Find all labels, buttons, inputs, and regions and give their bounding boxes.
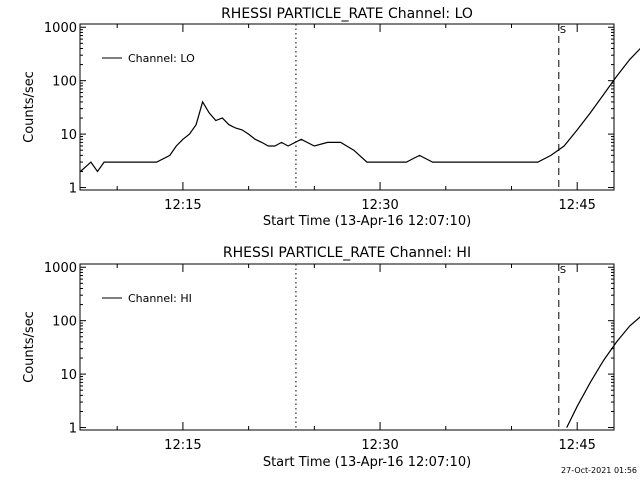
plot-frame [79, 23, 615, 191]
x-tick-label: 12:30 [361, 198, 398, 213]
legend-label: Channel: HI [128, 292, 192, 305]
series-line [566, 316, 640, 428]
chart-panel-hi: RHESSI PARTICLE_RATE Channel: HI 1 10 100 10… [22, 245, 640, 470]
y-tick-label: 1000 [44, 261, 77, 276]
plot-frame [79, 263, 615, 431]
chart-panel-lo: RHESSI PARTICLE_RATE Channel: LO 1 10 100 10… [22, 6, 640, 229]
y-tick-label: 10 [60, 368, 77, 383]
legend-label: Channel: LO [128, 52, 195, 65]
x-tick-label: 12:15 [164, 438, 201, 453]
footer-timestamp: 27-Oct-2021 01:56 [561, 466, 637, 475]
x-tick-label: 12:45 [558, 198, 595, 213]
y-tick-label: 1 [69, 182, 77, 197]
y-tick-label: 100 [52, 315, 77, 330]
series-line [79, 47, 640, 173]
x-tick-label: 12:45 [558, 438, 595, 453]
y-tick-label: 1000 [44, 21, 77, 36]
x-tick-label: 12:15 [164, 198, 201, 213]
marker-label: S [560, 265, 566, 276]
y-tick-label: 100 [52, 75, 77, 90]
y-axis-label: Counts/sec [22, 71, 37, 143]
y-tick-label: 10 [60, 128, 77, 143]
chart-title: RHESSI PARTICLE_RATE Channel: LO [221, 6, 473, 22]
x-axis-label: Start Time (13-Apr-16 12:07:10) [263, 214, 471, 229]
y-tick-label: 1 [69, 422, 77, 437]
chart-title: RHESSI PARTICLE_RATE Channel: HI [223, 245, 471, 261]
x-axis-label: Start Time (13-Apr-16 12:07:10) [263, 455, 471, 470]
x-tick-label: 12:30 [361, 438, 398, 453]
y-axis-label: Counts/sec [22, 311, 37, 383]
marker-label: S [560, 25, 566, 36]
